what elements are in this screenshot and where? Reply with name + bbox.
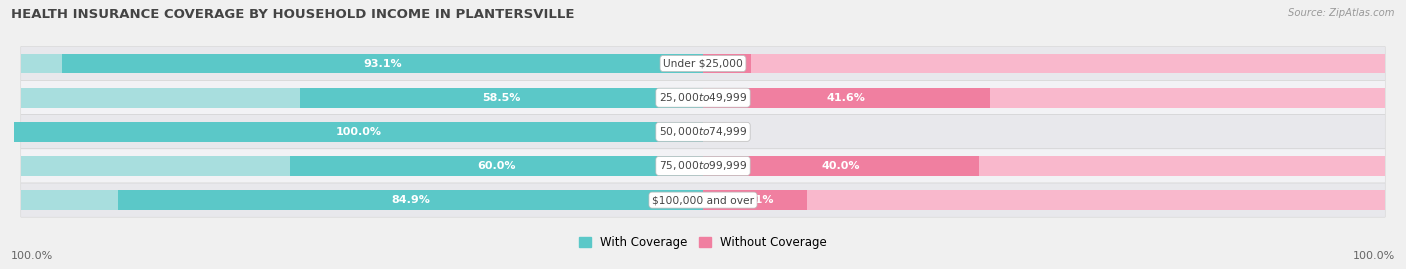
- Bar: [299, 88, 703, 108]
- Bar: [703, 88, 1385, 108]
- Bar: [21, 156, 703, 176]
- Text: 100.0%: 100.0%: [11, 251, 53, 261]
- Bar: [290, 156, 703, 176]
- Text: Under $25,000: Under $25,000: [664, 59, 742, 69]
- Bar: [703, 88, 990, 108]
- Bar: [21, 122, 703, 142]
- Bar: [703, 156, 1385, 176]
- Text: 93.1%: 93.1%: [363, 59, 402, 69]
- Text: 15.1%: 15.1%: [735, 195, 775, 205]
- Bar: [703, 190, 807, 210]
- Text: Source: ZipAtlas.com: Source: ZipAtlas.com: [1288, 8, 1395, 18]
- FancyBboxPatch shape: [21, 47, 1385, 81]
- Text: 40.0%: 40.0%: [821, 161, 860, 171]
- Text: $100,000 and over: $100,000 and over: [652, 195, 754, 205]
- Text: 100.0%: 100.0%: [336, 127, 381, 137]
- Bar: [703, 54, 1385, 73]
- FancyBboxPatch shape: [21, 149, 1385, 183]
- Text: HEALTH INSURANCE COVERAGE BY HOUSEHOLD INCOME IN PLANTERSVILLE: HEALTH INSURANCE COVERAGE BY HOUSEHOLD I…: [11, 8, 575, 21]
- Bar: [21, 54, 703, 73]
- Bar: [703, 54, 751, 73]
- Text: 60.0%: 60.0%: [477, 161, 516, 171]
- Legend: With Coverage, Without Coverage: With Coverage, Without Coverage: [574, 231, 832, 254]
- Bar: [14, 122, 703, 142]
- Text: 100.0%: 100.0%: [1353, 251, 1395, 261]
- Text: $75,000 to $99,999: $75,000 to $99,999: [659, 160, 747, 172]
- Bar: [703, 156, 979, 176]
- FancyBboxPatch shape: [21, 81, 1385, 115]
- FancyBboxPatch shape: [21, 115, 1385, 149]
- FancyBboxPatch shape: [21, 183, 1385, 217]
- Text: $50,000 to $74,999: $50,000 to $74,999: [659, 125, 747, 138]
- Bar: [703, 190, 1385, 210]
- Text: 6.9%: 6.9%: [711, 59, 742, 69]
- Text: 84.9%: 84.9%: [391, 195, 430, 205]
- Bar: [118, 190, 703, 210]
- Bar: [62, 54, 703, 73]
- Bar: [21, 88, 703, 108]
- Text: 58.5%: 58.5%: [482, 93, 520, 103]
- Text: 41.6%: 41.6%: [827, 93, 866, 103]
- Bar: [21, 190, 703, 210]
- Text: $25,000 to $49,999: $25,000 to $49,999: [659, 91, 747, 104]
